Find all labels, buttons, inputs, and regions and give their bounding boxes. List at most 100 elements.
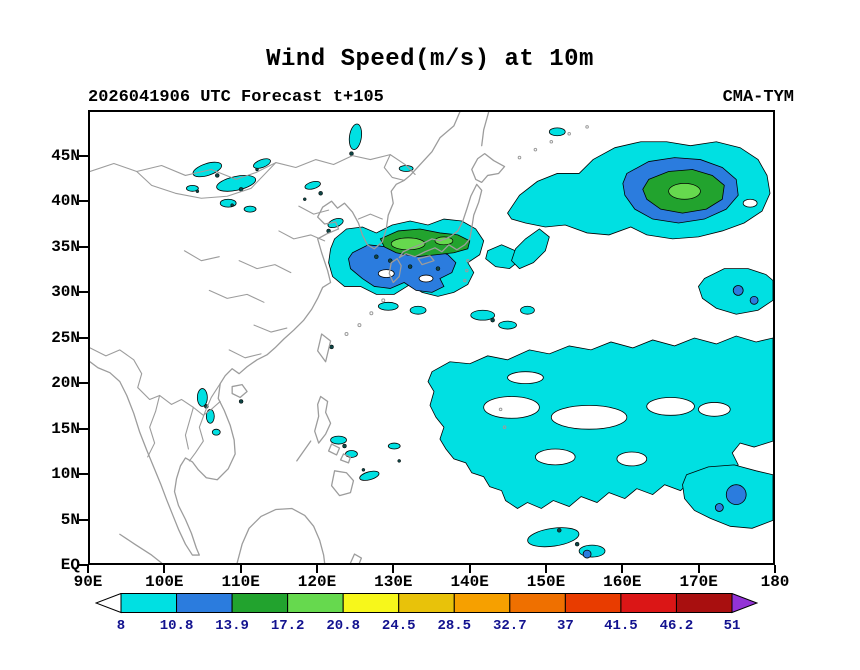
wind-speck [195, 189, 200, 194]
colorbar-band-20.8 [342, 593, 400, 613]
wind-patch-8ms [330, 435, 347, 445]
colorbar-band-8 [120, 593, 178, 613]
x-axis-tick [545, 565, 547, 573]
wind-field-hole [483, 396, 540, 419]
y-axis-tick [79, 336, 88, 339]
wind-patch-8ms [548, 127, 566, 137]
colorbar-level-label: 41.5 [604, 618, 638, 634]
y-axis-tick [79, 200, 88, 202]
coastline [339, 453, 352, 464]
wind-patch-8ms [219, 198, 237, 208]
wind-patch-8ms [243, 205, 257, 213]
x-axis-tick [468, 565, 471, 573]
country-border [298, 205, 330, 215]
wind-speck [230, 203, 234, 207]
wind-patch-17-2ms [668, 183, 701, 200]
wind-patch-10-8ms [732, 285, 744, 296]
wind-patch-8ms [186, 184, 199, 192]
island-mark [549, 139, 554, 144]
y-axis-tick [79, 518, 88, 521]
colorbar-level-label: 46.2 [660, 618, 694, 634]
wind-patch-8ms [211, 428, 221, 436]
y-axis-label-20N: 20N [51, 374, 80, 392]
y-axis-label-10N: 10N [51, 465, 80, 483]
x-axis-tick [697, 565, 700, 573]
wind-patch-8ms [387, 442, 401, 450]
colorbar-level-label: 28.5 [437, 618, 471, 634]
wind-field-layer [186, 123, 773, 559]
wind-patch-8ms [485, 244, 520, 270]
chart-title: Wind Speed(m/s) at 10m [266, 46, 594, 73]
colorbar-band-24.5 [398, 593, 455, 613]
country-border [184, 406, 194, 450]
map-canvas [90, 112, 773, 563]
wind-patch-17-2ms [434, 236, 454, 246]
y-axis-tick [79, 382, 88, 384]
wind-speck [349, 151, 354, 156]
x-axis-label-180: 180 [760, 573, 790, 591]
coastline [317, 333, 332, 363]
coastline [231, 383, 248, 399]
coastline [471, 152, 506, 184]
wind-patch-8ms [470, 309, 496, 321]
colorbar-band-32.7 [509, 593, 566, 613]
x-axis-label-130E: 130E [374, 573, 413, 591]
island-mark [344, 332, 349, 337]
wind-patch-10-8ms [725, 484, 747, 505]
y-axis-tick [79, 245, 88, 248]
wind-speck [215, 173, 220, 178]
country-border [136, 162, 277, 199]
coastline [417, 255, 435, 266]
x-axis-label-100E: 100E [145, 573, 184, 591]
coastline [90, 112, 461, 556]
wind-patch-8ms [520, 305, 535, 315]
country-border [188, 383, 221, 462]
wind-field-hole [418, 274, 434, 283]
y-axis-tick [79, 154, 88, 157]
colorbar-level-label: 8 [117, 618, 125, 634]
y-axis-label-25N: 25N [51, 328, 80, 347]
model-name-label: CMA-TYM [722, 88, 794, 107]
wind-speck [388, 258, 393, 263]
country-border [90, 154, 416, 180]
y-axis-label-45N: 45N [51, 146, 80, 165]
country-border [278, 230, 326, 242]
colorbar-level-label: 10.8 [160, 618, 194, 634]
y-axis-tick [79, 473, 88, 475]
wind-patch-8ms [527, 527, 580, 548]
coastline [236, 507, 326, 563]
coastline [481, 112, 490, 147]
colorbar-level-label: 37 [557, 618, 574, 634]
coastline [327, 443, 341, 456]
wind-field-hole [534, 448, 576, 466]
colorbar-level-label: 24.5 [382, 618, 416, 634]
wind-speck [407, 264, 413, 269]
colorbar-band-41.5 [620, 593, 677, 613]
country-border [147, 394, 161, 458]
colorbar: 8 10.8 13.9 17.2 20.8 24.5 28.5 32.7 37 41.5 46.2 5… [94, 592, 759, 635]
wind-patch-10-8ms [749, 295, 759, 305]
coastline [388, 258, 402, 284]
island-mark [567, 132, 571, 136]
y-axis-label-15N: 15N [51, 419, 80, 438]
wind-speck [303, 197, 307, 201]
x-axis-label-170E: 170E [679, 573, 718, 591]
y-axis-label-5N: 5N [60, 510, 80, 529]
wind-speck [255, 167, 259, 172]
y-axis-label-30N: 30N [51, 283, 80, 301]
wind-speck [318, 191, 323, 196]
island-mark [502, 425, 507, 429]
forecast-init-label: 2026041906 UTC Forecast t+105 [88, 88, 384, 107]
map-plot-area [88, 110, 775, 565]
wind-speck [397, 459, 401, 463]
wind-speck [342, 443, 347, 449]
wind-patch-8ms [511, 228, 550, 270]
coastline [398, 183, 483, 259]
island-mark [463, 278, 467, 283]
colorbar-band-28.5 [453, 593, 511, 613]
coastline [314, 395, 332, 444]
x-axis-tick [163, 565, 166, 573]
country-border [383, 154, 405, 181]
y-axis-label-35N: 35N [51, 237, 80, 256]
wind-field-hole [742, 198, 758, 208]
